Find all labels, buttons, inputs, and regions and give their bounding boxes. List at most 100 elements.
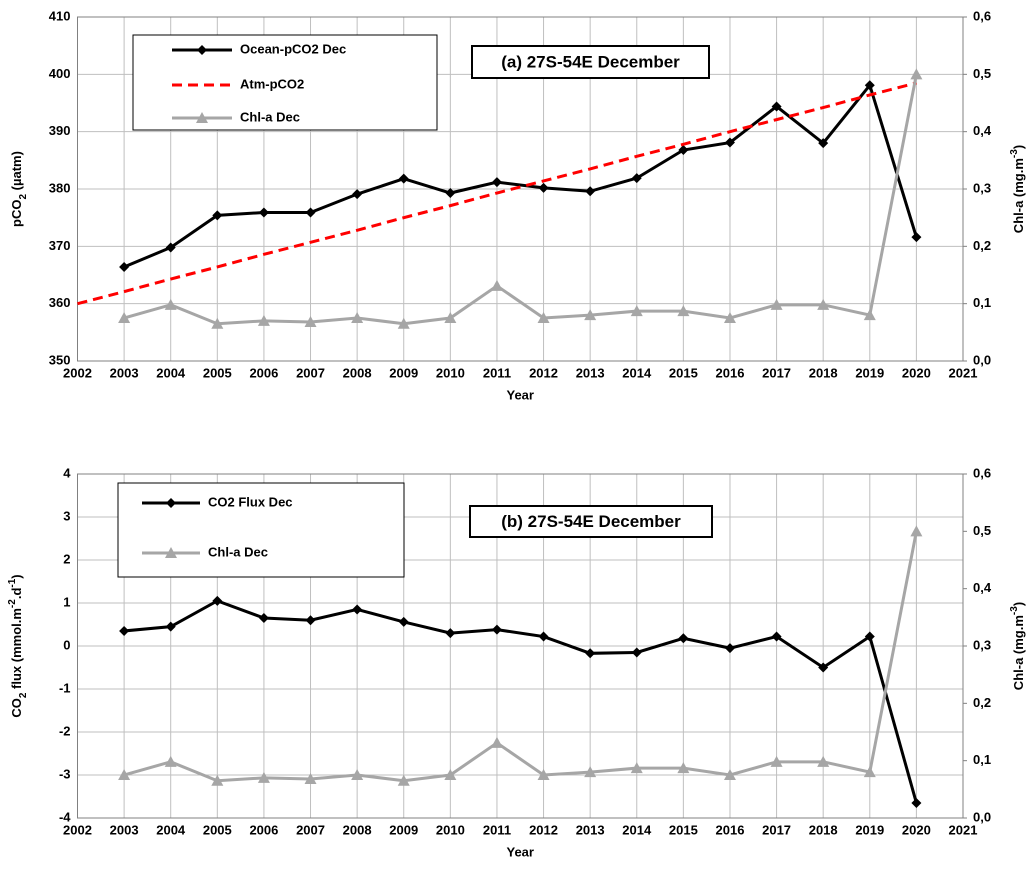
diamond-marker — [305, 207, 316, 218]
annotation: (a) 27S-54E December — [501, 52, 680, 71]
y-tick-label: -1 — [59, 680, 71, 695]
diamond-marker — [166, 498, 176, 508]
x-tick-label: 2005 — [203, 365, 232, 380]
legend-label: Ocean-pCO2 Dec — [240, 41, 346, 56]
diamond-marker — [724, 643, 735, 654]
triangle-marker — [630, 762, 643, 774]
x-tick-label: 2010 — [436, 365, 465, 380]
legend-label: Chl-a Dec — [208, 544, 268, 559]
y2-tick-label: 0,5 — [973, 66, 991, 81]
triangle-marker — [677, 762, 690, 774]
y2-tick-label: 0,0 — [973, 352, 991, 367]
x-tick-label: 2018 — [809, 365, 838, 380]
x-tick-label: 2002 — [63, 365, 92, 380]
triangle-marker — [118, 769, 131, 780]
y-axis-title-part: 2 — [18, 194, 29, 200]
annotation-box — [471, 45, 710, 79]
triangle-marker — [817, 298, 830, 310]
diamond-marker — [212, 210, 223, 221]
triangle-marker — [397, 317, 410, 329]
triangle-marker — [723, 769, 736, 780]
triangle-marker — [490, 736, 503, 748]
x-tick-label: 2018 — [809, 822, 838, 837]
y2-tick-label: 0,4 — [973, 123, 992, 138]
triangle-marker — [118, 312, 131, 323]
y2-tick-label: 0,2 — [973, 695, 991, 710]
y-axis-title-part: .d — [9, 588, 24, 600]
y-axis-title: pCO2 (µatm) — [9, 151, 29, 227]
y-tick-label: -4 — [59, 809, 71, 824]
diamond-marker — [724, 137, 735, 148]
triangle-marker — [910, 68, 923, 80]
y2-axis-title-part: -3 — [1009, 606, 1020, 615]
triangle-marker — [397, 774, 410, 786]
y-axis-title-part: -2 — [7, 599, 18, 608]
y-axis-title-part: CO — [9, 698, 24, 718]
diamond-marker — [398, 173, 409, 184]
triangle-marker — [723, 312, 736, 323]
diamond-marker — [678, 633, 689, 644]
x-tick-label: 2020 — [902, 365, 931, 380]
triangle-marker — [351, 769, 364, 780]
triangle-marker — [490, 279, 503, 291]
diamond-marker — [445, 628, 456, 639]
y2-axis-title-part: -3 — [1009, 149, 1020, 158]
triangle-marker — [770, 298, 783, 310]
legend-label: CO2 Flux Dec — [208, 494, 293, 509]
y-tick-label: 1 — [63, 594, 70, 609]
x-tick-label: 2010 — [436, 822, 465, 837]
legend-label: Chl-a Dec — [240, 109, 300, 124]
y-tick-label: 0 — [63, 637, 70, 652]
triangle-marker — [630, 305, 643, 317]
x-tick-label: 2002 — [63, 822, 92, 837]
y-tick-label: -2 — [59, 723, 71, 738]
x-tick-label: 2015 — [669, 822, 698, 837]
x-tick-label: 2003 — [110, 822, 139, 837]
y2-tick-label: 0,0 — [973, 809, 991, 824]
x-tick-label: 2008 — [343, 365, 372, 380]
diamond-marker — [864, 631, 875, 642]
diamond-marker — [631, 647, 642, 658]
diamond-marker — [911, 232, 922, 243]
x-tick-label: 2014 — [622, 822, 652, 837]
y2-axis-title-part: ) — [1011, 602, 1026, 606]
diamond-marker — [678, 145, 689, 156]
x-tick-label: 2004 — [156, 822, 186, 837]
y2-tick-label: 0,6 — [973, 8, 991, 23]
y-tick-label: 390 — [49, 123, 71, 138]
diamond-marker — [585, 186, 596, 197]
x-tick-label: 2004 — [156, 365, 186, 380]
y2-axis-title: Chl-a (mg.m-3) — [1009, 145, 1026, 233]
diamond-marker — [911, 797, 922, 808]
x-tick-label: 2013 — [576, 822, 605, 837]
triangle-marker — [304, 773, 317, 785]
x-tick-label: 2007 — [296, 365, 325, 380]
series-line — [123, 74, 918, 326]
legend-box — [117, 482, 405, 578]
y-axis-title-part: pCO — [9, 200, 24, 227]
y-axis-title-part: -1 — [7, 578, 18, 587]
diamond-marker — [165, 242, 176, 253]
diamond-marker — [165, 621, 176, 632]
diamond-marker — [212, 595, 223, 606]
x-tick-label: 2016 — [716, 365, 745, 380]
triangle-marker — [817, 755, 830, 767]
triangle-marker — [164, 755, 177, 767]
diamond-marker — [398, 616, 409, 627]
y2-axis-title-part: ) — [1011, 145, 1026, 149]
x-tick-label: 2009 — [389, 365, 418, 380]
diamond-marker — [538, 631, 549, 642]
x-axis-title: Year — [507, 844, 534, 859]
x-tick-label: 2008 — [343, 822, 372, 837]
diamond-marker — [258, 613, 269, 624]
triangle-marker — [537, 769, 550, 780]
triangle-marker — [257, 314, 270, 326]
plot-border — [77, 16, 964, 362]
triangle-marker — [444, 312, 457, 323]
x-tick-label: 2021 — [949, 822, 978, 837]
x-tick-label: 2021 — [949, 365, 978, 380]
x-tick-label: 2009 — [389, 822, 418, 837]
x-tick-label: 2012 — [529, 365, 558, 380]
y-tick-label: -3 — [59, 766, 71, 781]
diamond-marker — [119, 625, 130, 636]
